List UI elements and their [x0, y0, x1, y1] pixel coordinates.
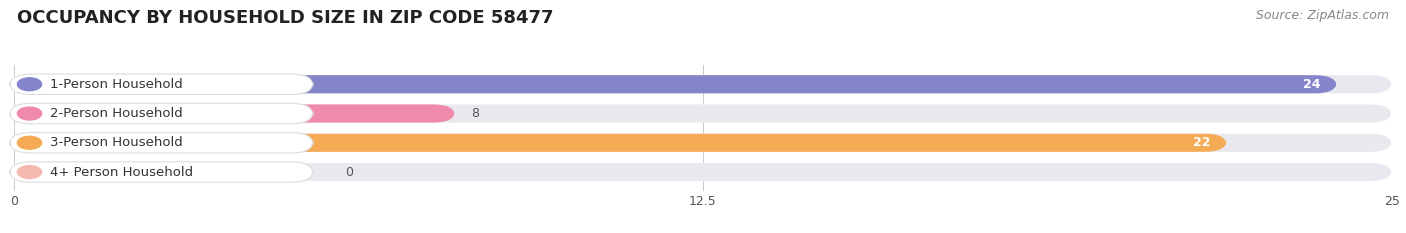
FancyBboxPatch shape: [14, 75, 1337, 93]
Circle shape: [17, 166, 42, 178]
FancyBboxPatch shape: [10, 162, 312, 182]
FancyBboxPatch shape: [14, 163, 1392, 181]
FancyBboxPatch shape: [10, 103, 312, 124]
Text: 24: 24: [1303, 78, 1320, 91]
Circle shape: [17, 107, 42, 120]
Text: 3-Person Household: 3-Person Household: [49, 136, 183, 149]
Circle shape: [17, 78, 42, 91]
FancyBboxPatch shape: [10, 133, 312, 153]
FancyBboxPatch shape: [14, 134, 1392, 152]
FancyBboxPatch shape: [10, 74, 312, 95]
Text: 8: 8: [471, 107, 479, 120]
Text: 2-Person Household: 2-Person Household: [49, 107, 183, 120]
Text: Source: ZipAtlas.com: Source: ZipAtlas.com: [1256, 9, 1389, 22]
Text: 22: 22: [1192, 136, 1211, 149]
Text: 4+ Person Household: 4+ Person Household: [49, 165, 193, 178]
Text: 0: 0: [344, 165, 353, 178]
Circle shape: [17, 136, 42, 149]
FancyBboxPatch shape: [14, 104, 456, 123]
FancyBboxPatch shape: [14, 75, 1392, 93]
Text: OCCUPANCY BY HOUSEHOLD SIZE IN ZIP CODE 58477: OCCUPANCY BY HOUSEHOLD SIZE IN ZIP CODE …: [17, 9, 554, 27]
Text: 1-Person Household: 1-Person Household: [49, 78, 183, 91]
FancyBboxPatch shape: [14, 104, 1392, 123]
FancyBboxPatch shape: [14, 134, 1226, 152]
